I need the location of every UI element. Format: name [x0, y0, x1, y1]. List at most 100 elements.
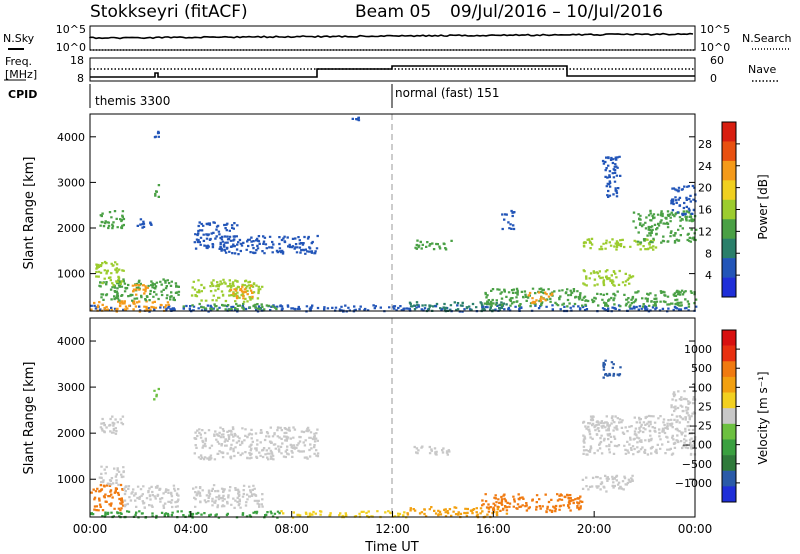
scatter-region	[90, 304, 698, 313]
x-tick-label: 08:00	[274, 522, 309, 536]
scatter-region	[192, 484, 264, 509]
y-tick-label: 1000	[57, 268, 85, 281]
colorbar-swatch	[722, 122, 736, 142]
colorbar-tick-label: 20	[698, 182, 712, 195]
scatter-region	[582, 237, 658, 251]
colorbar-swatch	[722, 439, 736, 456]
nave-axis-bottom: 0	[710, 72, 717, 85]
scatter-region	[154, 184, 161, 198]
colorbar-swatch	[722, 376, 736, 393]
y-tick-label: 4000	[57, 131, 85, 144]
y-tick-label: 1000	[57, 473, 85, 486]
colorbar-tick-label: 8	[705, 247, 712, 260]
date-range: 09/Jul/2016 – 10/Jul/2016	[450, 2, 663, 22]
colorbar-swatch	[722, 219, 736, 239]
y-tick-label: 4000	[57, 335, 85, 348]
scatter-region	[527, 291, 554, 304]
scatter-region	[229, 284, 254, 300]
scatter-region	[581, 474, 634, 493]
nsearch-label: N.Search	[742, 32, 792, 45]
colorbar-tick-label: 24	[698, 160, 712, 173]
scatter-region	[131, 283, 149, 296]
power-scatter	[90, 116, 698, 313]
scatter-region	[123, 484, 180, 509]
colorbar-tick-label: 1000	[684, 343, 712, 356]
colorbar-tick-label: −500	[682, 458, 712, 471]
x-tick-label: 20:00	[577, 522, 612, 536]
freq-label-line2: [MHz]	[5, 68, 37, 81]
colorbar-swatch	[722, 392, 736, 409]
colorbar-swatch	[722, 470, 736, 487]
noise-panel: N.Sky 10^5 10^0 10^5 10^0 N.Search	[3, 23, 792, 54]
scatter-region	[601, 155, 622, 198]
colorbar-swatch	[722, 423, 736, 440]
scatter-region	[582, 414, 697, 456]
colorbar-swatch	[722, 277, 736, 298]
colorbar-tick-label: −25	[689, 420, 712, 433]
scatter-region	[193, 426, 320, 461]
scatter-region	[481, 493, 584, 514]
velocity-y-ticks: 1000 2000 3000 4000	[57, 335, 695, 486]
scatter-region	[182, 302, 278, 311]
noise-axis-top-left: 10^5	[56, 23, 86, 36]
y-tick-label: 2000	[57, 427, 85, 440]
velocity-scatter	[90, 359, 697, 519]
power-ylabel: Slant Range [km]	[22, 157, 37, 270]
colorbar-swatch	[722, 361, 736, 378]
y-tick-label: 2000	[57, 222, 85, 235]
cpid-panel: CPID themis 3300 normal (fast) 151	[8, 84, 499, 108]
colorbar-tick-label: 4	[705, 269, 712, 282]
colorbar-tick-label: 25	[698, 400, 712, 413]
colorbar-swatch	[722, 160, 736, 181]
power-panel: 1000 2000 3000 4000 Slant Range [km] 28 24 20…	[22, 113, 770, 313]
colorbar-swatch	[722, 199, 736, 220]
scatter-region	[90, 483, 125, 512]
colorbar-frame	[721, 329, 737, 503]
noise-axis-bottom-right: 10^0	[700, 41, 730, 54]
x-tick-label: 00:00	[73, 522, 108, 536]
scatter-region	[501, 209, 516, 231]
scatter-region	[99, 210, 126, 230]
scatter-region	[582, 269, 635, 287]
noise-axis-bottom-left: 10^0	[56, 41, 86, 54]
station-title: Stokkseyri (fitACF)	[90, 2, 248, 22]
velocity-colorbar-label: Velocity [m s⁻¹]	[756, 371, 770, 464]
noise-sky-line	[89, 32, 694, 40]
scatter-region	[99, 415, 125, 435]
colorbar-swatch	[722, 455, 736, 472]
colorbar-swatch	[722, 258, 736, 278]
colorbar-swatch	[722, 408, 736, 425]
velocity-colorbar: 1000 500 100 25 −25 −100 −500 −1000	[675, 329, 740, 503]
scatter-region	[670, 390, 697, 422]
colorbar-swatch	[722, 330, 736, 346]
x-tick-label: 16:00	[476, 522, 511, 536]
colorbar-tick-label: 100	[691, 381, 712, 394]
time-xlabel: Time UT	[364, 540, 418, 554]
nave-axis-top: 60	[710, 54, 724, 67]
velocity-ylabel: Slant Range [km]	[22, 362, 37, 475]
colorbar-tick-label: 16	[698, 204, 712, 217]
freq-label-line1: Freq.	[5, 55, 32, 68]
cpid-mode-2: normal (fast) 151	[395, 86, 499, 100]
colorbar-swatch	[722, 345, 736, 362]
colorbar-tick-label: 28	[698, 138, 712, 151]
power-colorbar: 28 24 20 16 12 8 4	[698, 121, 740, 298]
y-tick-label: 3000	[57, 176, 85, 189]
frequency-line	[90, 65, 695, 78]
scatter-region	[602, 359, 622, 379]
nsky-label: N.Sky	[3, 32, 35, 45]
nave-label: Nave	[748, 63, 776, 76]
x-tick-label: 00:00	[678, 522, 713, 536]
colorbar-tick-label: −1000	[675, 477, 712, 490]
colorbar-swatch	[722, 141, 736, 162]
scatter-region	[153, 387, 160, 401]
x-tick-label: 04:00	[174, 522, 209, 536]
frequency-panel: Freq. [MHz] 18 8 60 0 Nave	[4, 54, 778, 85]
scatter-region	[413, 445, 451, 456]
scatter-region	[98, 465, 125, 486]
cpid-label: CPID	[8, 88, 37, 101]
scatter-region	[670, 184, 697, 217]
scatter-region	[414, 239, 453, 251]
x-tick-label: 12:00	[375, 522, 410, 536]
